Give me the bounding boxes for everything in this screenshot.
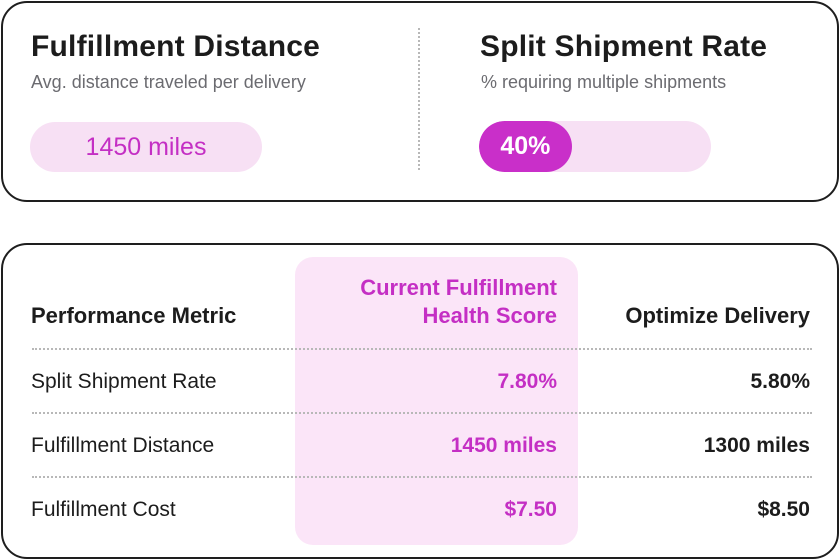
row-2-optimize: 1300 miles [703,434,810,457]
split-shipment-value: 40% [500,132,551,160]
row-divider [32,476,812,478]
row-2-current: 1450 miles [450,434,557,457]
fulfillment-distance-value-pill: 1450 miles [30,122,262,172]
fulfillment-distance-value: 1450 miles [85,132,207,161]
header-current-score: Current Fulfillment Health Score [300,274,557,330]
row-divider [32,412,812,414]
split-shipment-progress-fill: 40% [479,121,572,172]
header-current-score-line1: Current Fulfillment [360,275,557,300]
row-1-current: 7.80% [497,370,557,393]
row-3-metric: Fulfillment Cost [31,498,176,521]
header-optimize-delivery: Optimize Delivery [625,303,810,328]
split-shipment-progress-bar: 40% [479,121,711,172]
kpi-divider [418,28,420,170]
row-2-metric: Fulfillment Distance [31,434,215,457]
split-shipment-title: Split Shipment Rate [480,30,768,63]
fulfillment-distance-title: Fulfillment Distance [31,30,321,63]
row-1-metric: Split Shipment Rate [31,370,217,393]
row-1-optimize: 5.80% [750,370,810,393]
header-performance-metric: Performance Metric [31,303,237,328]
header-current-score-line2: Health Score [422,303,558,328]
split-shipment-subtitle: % requiring multiple shipments [481,72,727,92]
row-3-optimize: $8.50 [757,498,810,521]
row-3-current: $7.50 [504,498,557,521]
row-divider [32,348,812,350]
current-score-column-highlight [295,257,578,545]
fulfillment-distance-subtitle: Avg. distance traveled per delivery [31,72,306,92]
